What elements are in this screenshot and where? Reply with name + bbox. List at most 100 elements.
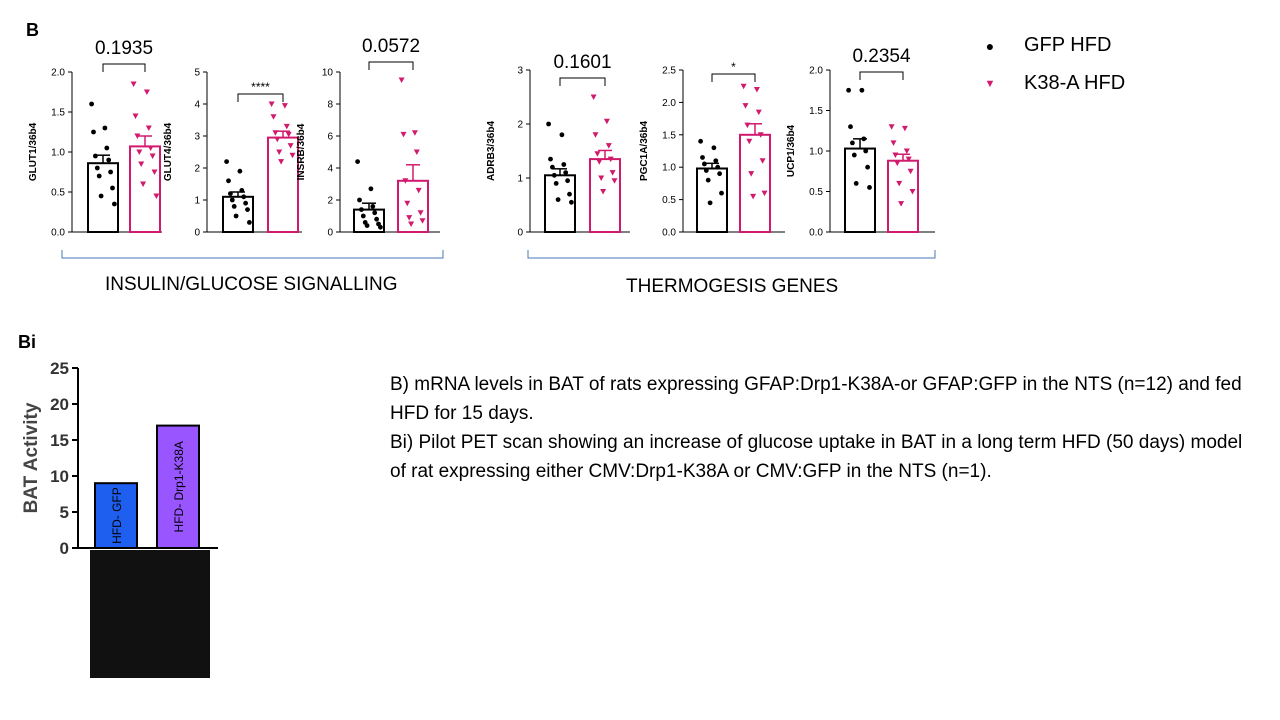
y-tick-label: 0: [517, 228, 523, 239]
data-point-gfp: [102, 125, 108, 131]
data-point-gfp: [555, 197, 561, 203]
bar-gfp: [87, 162, 119, 233]
data-point-gfp: [360, 213, 366, 219]
data-point-gfp: [237, 168, 243, 174]
y-tick-label: 2.5: [662, 66, 676, 77]
data-point-k38a: [398, 77, 405, 83]
data-point-gfp: [705, 177, 711, 183]
y-tick-label: 1.0: [662, 163, 676, 174]
data-point-gfp: [231, 204, 237, 209]
y-tick-label: 2: [194, 164, 200, 175]
data-point-gfp: [370, 204, 376, 209]
bar-k38a: [129, 145, 161, 233]
circle-marker-icon: ●: [985, 38, 995, 54]
y-tick-label: 5: [60, 503, 69, 522]
data-point-gfp: [700, 155, 705, 160]
group-bracket-insulin: [61, 250, 444, 259]
significance-label: 0.1601: [553, 52, 611, 73]
data-point-k38a: [404, 200, 411, 207]
data-point-k38a: [609, 170, 616, 176]
data-point-k38a: [134, 133, 141, 139]
data-point-k38a: [592, 132, 599, 138]
data-point-gfp: [853, 181, 859, 186]
bar-k38a: [156, 424, 200, 549]
data-point-k38a: [268, 101, 275, 107]
y-tick-label: 2: [327, 196, 333, 207]
data-point-gfp: [372, 210, 378, 216]
data-point-gfp: [713, 158, 719, 164]
data-point-gfp: [96, 173, 102, 179]
data-point-k38a: [274, 136, 281, 143]
data-point-k38a: [419, 218, 426, 224]
y-axis-label: UCP1/36b4: [786, 124, 797, 177]
bar-gfp: [222, 195, 254, 234]
data-point-gfp: [861, 136, 867, 142]
data-point-k38a: [757, 132, 764, 138]
data-point-k38a: [907, 168, 914, 175]
y-tick-label: 0.0: [662, 228, 676, 239]
y-axis-label: GLUT4/36b4: [163, 122, 174, 181]
y-tick-label: 25: [50, 359, 69, 378]
data-point-k38a: [750, 193, 757, 200]
bat-activity-chart: 0 5 10 15 20 25 BAT Activity HFD- GFP HFD- Drp1-…: [21, 359, 218, 555]
data-point-k38a: [400, 131, 407, 138]
y-tick-label: 2.0: [809, 66, 823, 77]
data-point-gfp: [859, 87, 865, 93]
y-tick-label: 1.0: [809, 147, 823, 158]
y-tick-label: 1.5: [662, 130, 676, 141]
data-point-k38a: [411, 130, 418, 136]
group-bracket-thermo: [527, 250, 936, 259]
data-point-k38a: [888, 124, 895, 130]
data-point-gfp: [546, 121, 551, 127]
significance-bracket: [237, 93, 284, 102]
data-point-k38a: [590, 94, 597, 100]
significance-bracket: [102, 63, 146, 72]
data-point-k38a: [894, 160, 901, 167]
y-axis-label: ADRB3/36b4: [486, 121, 497, 181]
bar-k38a: [589, 158, 621, 234]
figure-caption: B) mRNA levels in BAT of rats expressing…: [390, 370, 1250, 486]
data-point-gfp: [717, 171, 722, 177]
data-point-gfp: [719, 190, 724, 196]
data-point-k38a: [594, 151, 601, 157]
y-tick-label: 0: [194, 228, 200, 239]
data-point-k38a: [417, 210, 424, 216]
data-point-k38a: [415, 187, 422, 194]
data-point-k38a: [143, 89, 150, 95]
pet-scan-image-k38a: [150, 550, 210, 678]
y-tick-label: 0.5: [51, 188, 65, 199]
data-point-gfp: [245, 207, 250, 213]
y-tick-label: 4: [194, 100, 200, 111]
data-point-k38a: [596, 159, 603, 165]
data-point-gfp: [567, 191, 572, 197]
significance-label: 0.2354: [852, 46, 911, 67]
y-tick-label: 0.0: [809, 228, 823, 239]
data-point-gfp: [553, 181, 559, 186]
data-point-gfp: [364, 223, 370, 229]
data-point-gfp: [374, 216, 379, 222]
data-point-k38a: [903, 148, 910, 154]
chart-panel-3: 0 1 2 3 ADRB3/36b4 0.1601: [486, 52, 630, 239]
data-point-k38a: [755, 109, 762, 116]
data-point-k38a: [145, 125, 152, 131]
bar-gfp: [844, 147, 876, 234]
data-point-gfp: [707, 200, 713, 206]
data-point-k38a: [413, 149, 420, 155]
data-point-gfp: [698, 138, 703, 144]
data-point-gfp: [378, 224, 383, 230]
data-point-k38a: [289, 152, 296, 159]
data-point-k38a: [761, 190, 768, 197]
pet-scan-image-gfp: [90, 550, 150, 678]
data-point-gfp: [110, 185, 115, 191]
chart-panel-0: 0.0 0.5 1.0 1.5 2.0 GLUT1/36b4 0.1935: [28, 38, 162, 239]
data-point-k38a: [406, 215, 413, 221]
y-tick-label: 2.0: [662, 98, 676, 109]
data-point-k38a: [153, 193, 160, 199]
data-point-k38a: [270, 114, 277, 120]
data-point-k38a: [285, 131, 292, 138]
data-point-gfp: [703, 168, 709, 173]
chart-panel-4: 0.0 0.5 1.0 1.5 2.0 2.5 PGC1A/36b4 *: [639, 60, 785, 239]
data-point-k38a: [138, 161, 145, 167]
data-point-gfp: [569, 199, 574, 205]
data-point-gfp: [850, 140, 855, 146]
